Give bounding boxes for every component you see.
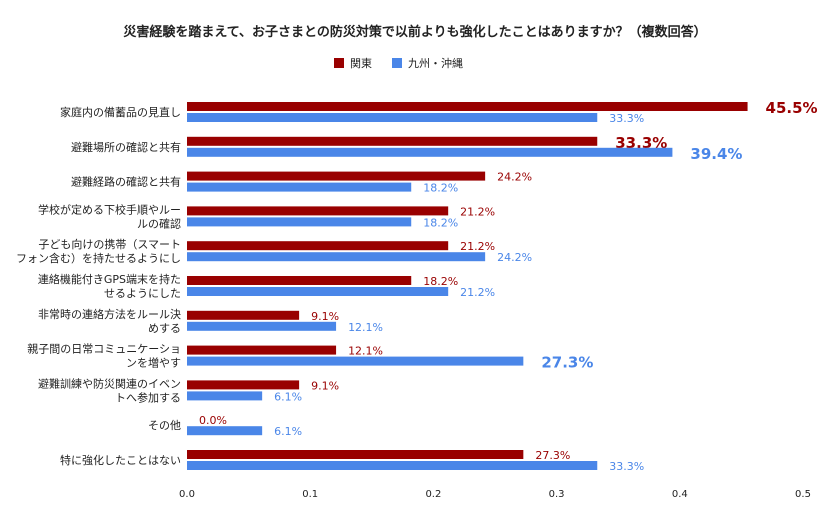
bar [187,206,449,216]
data-label: 18.2% [423,216,458,229]
category-label: 避難訓練や防災関連のイベン [38,376,181,390]
data-label: 21.2% [460,240,495,253]
x-tick-label: 0.1 [302,489,318,500]
bar [187,356,524,366]
bar [187,345,337,355]
data-label: 0.0% [199,414,227,427]
legend-label: 九州・沖縄 [408,56,463,70]
data-label: 27.3% [541,354,593,372]
category-label: 連絡機能付きGPS端末を持た [38,272,181,286]
category-label: その他 [148,419,181,432]
data-label: 18.2% [423,275,458,288]
data-label: 33.3% [609,460,644,473]
data-label: 24.2% [497,251,532,264]
category-label: めする [148,322,181,335]
x-tick-label: 0.2 [425,489,441,500]
data-label: 45.5% [766,99,818,117]
bar [187,241,449,251]
data-label: 33.3% [615,134,667,152]
data-label: 21.2% [460,205,495,218]
bar [187,321,337,331]
x-axis-ticks: 0.0 0.1 0.2 0.3 0.4 0.5 [179,489,811,500]
bar [187,136,598,146]
bar [187,461,598,470]
bar [187,380,300,390]
data-label: 9.1% [311,310,339,323]
bar [187,113,598,122]
data-label: 33.3% [609,112,644,125]
legend-swatch [334,58,344,68]
data-label: 6.1% [274,390,302,403]
category-label: 家庭内の備蓄品の見直し [60,105,181,119]
bar [187,147,673,157]
x-tick-label: 0.3 [549,489,565,500]
bar [187,182,412,192]
bar [187,310,300,320]
chart-title: 災害経験を踏まえて、お子さまとの防災対策で以前よりも強化したことはありますか？（… [123,24,706,40]
category-label: フォン含む）を持たせるようにし [16,251,181,265]
category-label: 子ども向けの携帯（スマート [38,237,181,251]
bar [187,426,263,436]
legend-label: 関東 [350,57,372,70]
data-label: 18.2% [423,182,458,195]
x-tick-label: 0.0 [179,489,195,500]
data-label: 24.2% [497,171,532,184]
category-label: 避難経路の確認と共有 [71,175,181,189]
x-tick-label: 0.5 [795,489,811,500]
bar [187,391,263,401]
category-labels: 家庭内の備蓄品の見直し避難場所の確認と共有避難経路の確認と共有学校が定める下校手… [16,105,181,467]
category-label: 特に強化したことはない [60,453,181,467]
category-label: 避難場所の確認と共有 [71,140,181,154]
category-label: ルの確認 [137,216,181,230]
category-label: 親子間の日常コミュニケーショ [27,343,181,356]
x-tick-label: 0.4 [672,489,688,500]
data-label: 39.4% [690,145,742,163]
bar [187,276,412,285]
category-label: 非常時の連絡方法をルール決 [38,307,181,321]
bar [187,287,449,296]
data-label: 27.3% [535,449,570,462]
bar [187,450,524,459]
bars-group: 45.5%33.3%33.3%39.4%24.2%18.2%21.2%18.2%… [187,99,818,473]
data-label: 9.1% [311,379,339,392]
bar [187,171,486,181]
data-label: 12.1% [348,345,383,358]
data-label: 6.1% [274,425,302,438]
category-label: トへ参加する [115,390,181,404]
legend: 関東 九州・沖縄 [334,56,463,70]
legend-swatch [392,58,402,68]
bar [187,102,748,111]
category-label: 学校が定める下校手順やルー [38,202,181,216]
bar [187,217,412,227]
data-label: 21.2% [460,286,495,299]
category-label: せるようにした [104,287,181,300]
bar [187,252,486,262]
category-label: ンを増やす [126,357,181,370]
data-label: 12.1% [348,321,383,334]
